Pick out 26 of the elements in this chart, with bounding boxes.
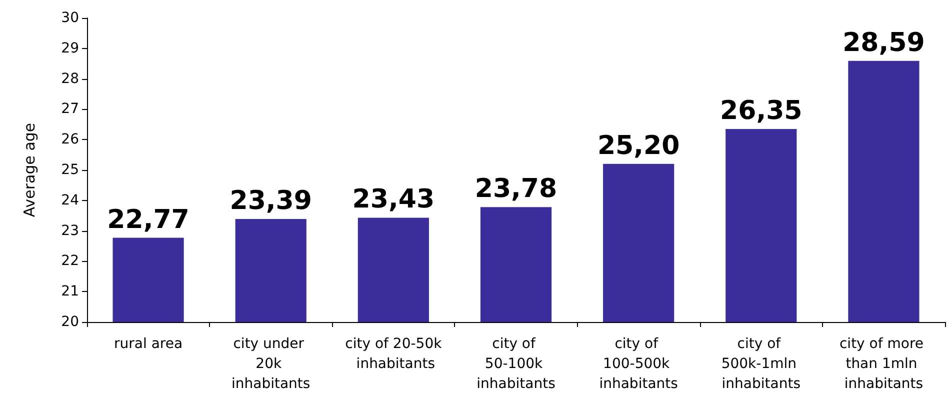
data-label: 26,35 bbox=[720, 96, 802, 126]
x-tick-label: rural area bbox=[114, 336, 183, 352]
y-tick-label: 24 bbox=[61, 192, 80, 208]
x-tick-label: city under 20k inhabitants bbox=[232, 336, 310, 392]
data-label: 22,77 bbox=[107, 204, 190, 235]
y-tick-label: 27 bbox=[61, 101, 79, 118]
y-tick-label: 21 bbox=[61, 284, 79, 300]
y-tick-label: 22 bbox=[61, 253, 79, 270]
y-tick-label: 25 bbox=[61, 162, 79, 178]
data-label: 23,78 bbox=[474, 174, 558, 204]
y-tick-label: 20 bbox=[61, 314, 79, 330]
y-tick-label: 23 bbox=[61, 222, 79, 239]
x-tick-label: city of 50-100k inhabitants bbox=[476, 336, 556, 392]
data-label: 28,59 bbox=[842, 28, 925, 58]
data-label: 23,39 bbox=[230, 186, 312, 216]
data-label: 23,43 bbox=[352, 184, 435, 215]
x-tick-label: city of more than 1mln inhabitants bbox=[839, 336, 928, 392]
data-label: 25,20 bbox=[597, 130, 680, 161]
y-tick-label: 30 bbox=[61, 10, 79, 26]
y-axis-title: Average age bbox=[20, 122, 38, 218]
y-tick-label: 28 bbox=[61, 70, 79, 87]
x-tick-label: city of 500k-1mln inhabitants bbox=[721, 336, 801, 392]
y-tick-label: 29 bbox=[61, 40, 79, 56]
y-tick-label: 26 bbox=[61, 132, 80, 148]
x-tick-label: city of 100-500k inhabitants bbox=[599, 336, 678, 392]
x-tick-label: city of 20-50k inhabitants bbox=[345, 336, 443, 372]
